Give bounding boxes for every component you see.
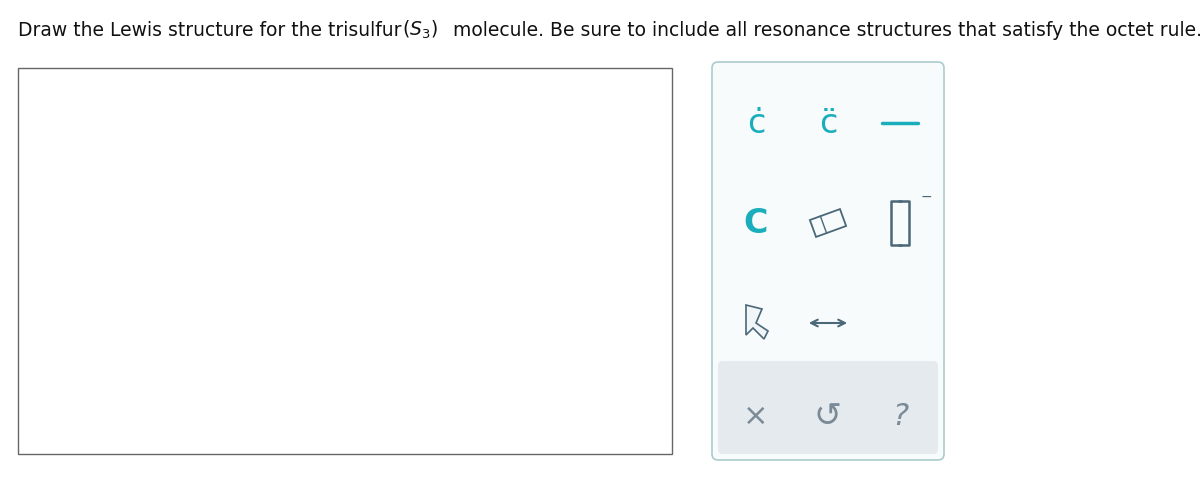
Text: ↺: ↺	[814, 399, 842, 433]
FancyBboxPatch shape	[718, 361, 938, 454]
Text: molecule. Be sure to include all resonance structures that satisfy the octet rul: molecule. Be sure to include all resonan…	[446, 20, 1200, 39]
Text: $(S_3)$: $(S_3)$	[402, 19, 438, 41]
Text: ċ: ċ	[746, 106, 766, 139]
Bar	[18, 68, 672, 454]
Text: ?: ?	[892, 401, 908, 431]
Text: −: −	[922, 190, 932, 204]
Text: c̈: c̈	[818, 106, 838, 139]
Text: Draw the Lewis structure for the trisulfur: Draw the Lewis structure for the trisulf…	[18, 20, 408, 39]
Polygon shape	[746, 305, 768, 339]
Text: C: C	[744, 207, 768, 240]
Text: ×: ×	[743, 401, 769, 431]
FancyBboxPatch shape	[712, 62, 944, 460]
